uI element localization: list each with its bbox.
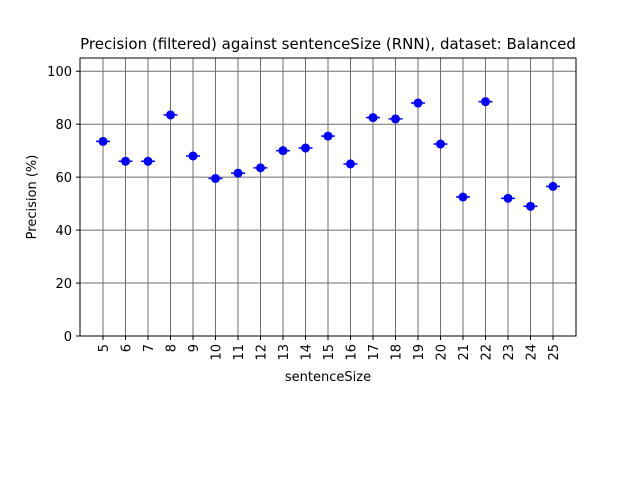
point-marker	[368, 113, 378, 123]
data-point-10	[208, 173, 223, 183]
point-marker	[143, 156, 153, 166]
point-marker	[233, 168, 243, 178]
data-point-8	[163, 110, 178, 120]
point-marker	[436, 139, 445, 149]
point-marker	[301, 143, 310, 153]
x-axis: 5 6 7 8 9 10 11 12 13 14 15 16 17 18 19 20 21 22 23 24 25	[97, 336, 562, 361]
x-tick-label: 22	[480, 344, 495, 361]
point-marker	[413, 98, 423, 108]
point-marker	[211, 173, 220, 183]
x-tick-label: 7	[142, 344, 157, 352]
data-point-15	[321, 131, 335, 141]
point-marker	[121, 156, 130, 166]
data-point-7	[141, 156, 155, 166]
x-tick-label: 11	[232, 344, 247, 361]
data-points	[96, 97, 560, 211]
point-marker	[458, 192, 468, 202]
x-tick-label: 17	[367, 344, 382, 361]
data-point-20	[433, 139, 448, 149]
y-tick-label: 40	[55, 224, 72, 239]
x-tick-label: 18	[390, 344, 405, 361]
point-marker	[391, 114, 400, 124]
data-point-6	[118, 156, 133, 166]
grid-lines	[80, 58, 576, 337]
point-marker	[503, 193, 513, 203]
y-tick-label: 20	[55, 277, 72, 292]
x-tick-label: 10	[210, 344, 225, 361]
data-point-12	[253, 163, 268, 173]
y-tick-label: 100	[47, 65, 72, 80]
data-point-22	[478, 97, 493, 107]
x-tick-label: 6	[120, 344, 135, 352]
point-marker	[526, 201, 535, 211]
y-axis: 0 20 40 60 80 100	[47, 65, 80, 345]
point-marker	[166, 110, 175, 120]
x-tick-label: 15	[322, 344, 337, 361]
data-point-18	[388, 114, 403, 124]
data-point-19	[411, 98, 425, 108]
data-point-24	[523, 201, 538, 211]
x-tick-label: 25	[547, 344, 562, 361]
x-tick-label: 16	[345, 344, 360, 361]
x-tick-label: 21	[457, 344, 472, 361]
data-point-14	[298, 143, 313, 153]
data-point-11	[231, 168, 245, 178]
data-point-23	[501, 193, 515, 203]
y-tick-label: 60	[55, 171, 72, 186]
x-tick-label: 13	[277, 344, 292, 361]
x-tick-label: 23	[502, 344, 517, 361]
x-tick-label: 19	[412, 344, 427, 361]
point-marker	[256, 163, 265, 173]
y-axis-label: Precision (%)	[25, 155, 40, 240]
point-marker	[346, 159, 355, 169]
data-point-17	[366, 113, 380, 123]
data-point-13	[276, 146, 290, 156]
data-point-5	[96, 136, 110, 146]
point-marker	[548, 181, 558, 191]
x-tick-label: 14	[300, 344, 315, 361]
point-marker	[481, 97, 490, 107]
y-tick-label: 0	[64, 330, 72, 345]
point-marker	[278, 146, 288, 156]
x-tick-label: 20	[435, 344, 450, 361]
chart-title: Precision (filtered) against sentenceSiz…	[80, 35, 576, 53]
x-axis-label: sentenceSize	[285, 370, 371, 385]
data-point-16	[343, 159, 358, 169]
data-point-9	[186, 151, 200, 161]
x-tick-label: 9	[187, 344, 202, 352]
x-tick-label: 12	[255, 344, 270, 361]
x-tick-label: 5	[97, 344, 112, 352]
point-marker	[98, 136, 108, 146]
y-tick-label: 80	[55, 118, 72, 133]
x-tick-label: 8	[165, 344, 180, 352]
x-tick-label: 24	[525, 344, 540, 361]
point-marker	[323, 131, 333, 141]
point-marker	[188, 151, 198, 161]
data-point-21	[456, 192, 470, 202]
data-point-25	[546, 181, 560, 191]
